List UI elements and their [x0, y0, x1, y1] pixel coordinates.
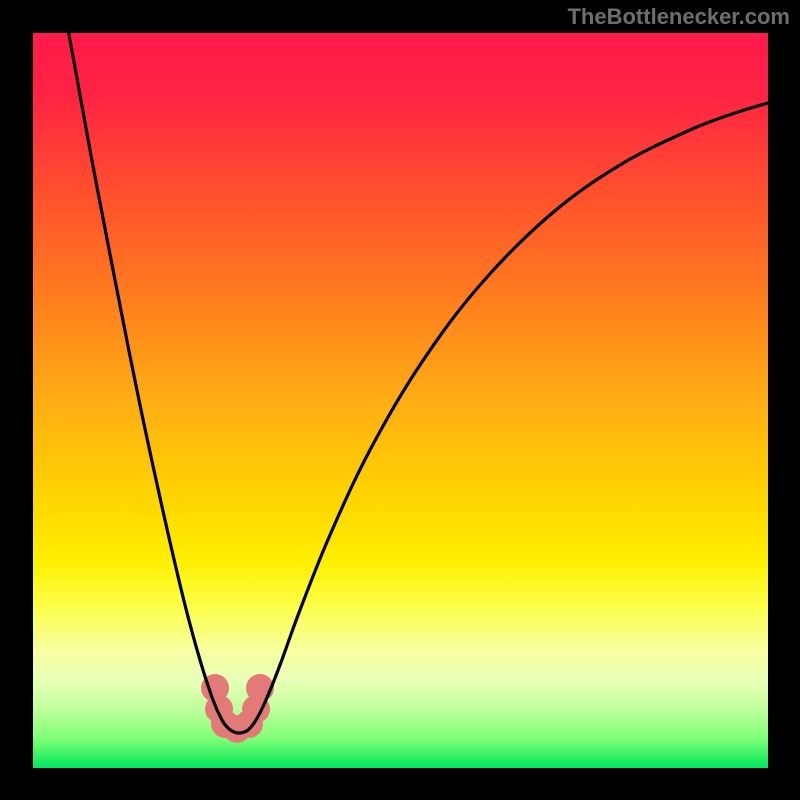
bottleneck-chart — [0, 0, 800, 800]
watermark-text: TheBottlenecker.com — [567, 4, 790, 30]
chart-container: TheBottlenecker.com — [0, 0, 800, 800]
